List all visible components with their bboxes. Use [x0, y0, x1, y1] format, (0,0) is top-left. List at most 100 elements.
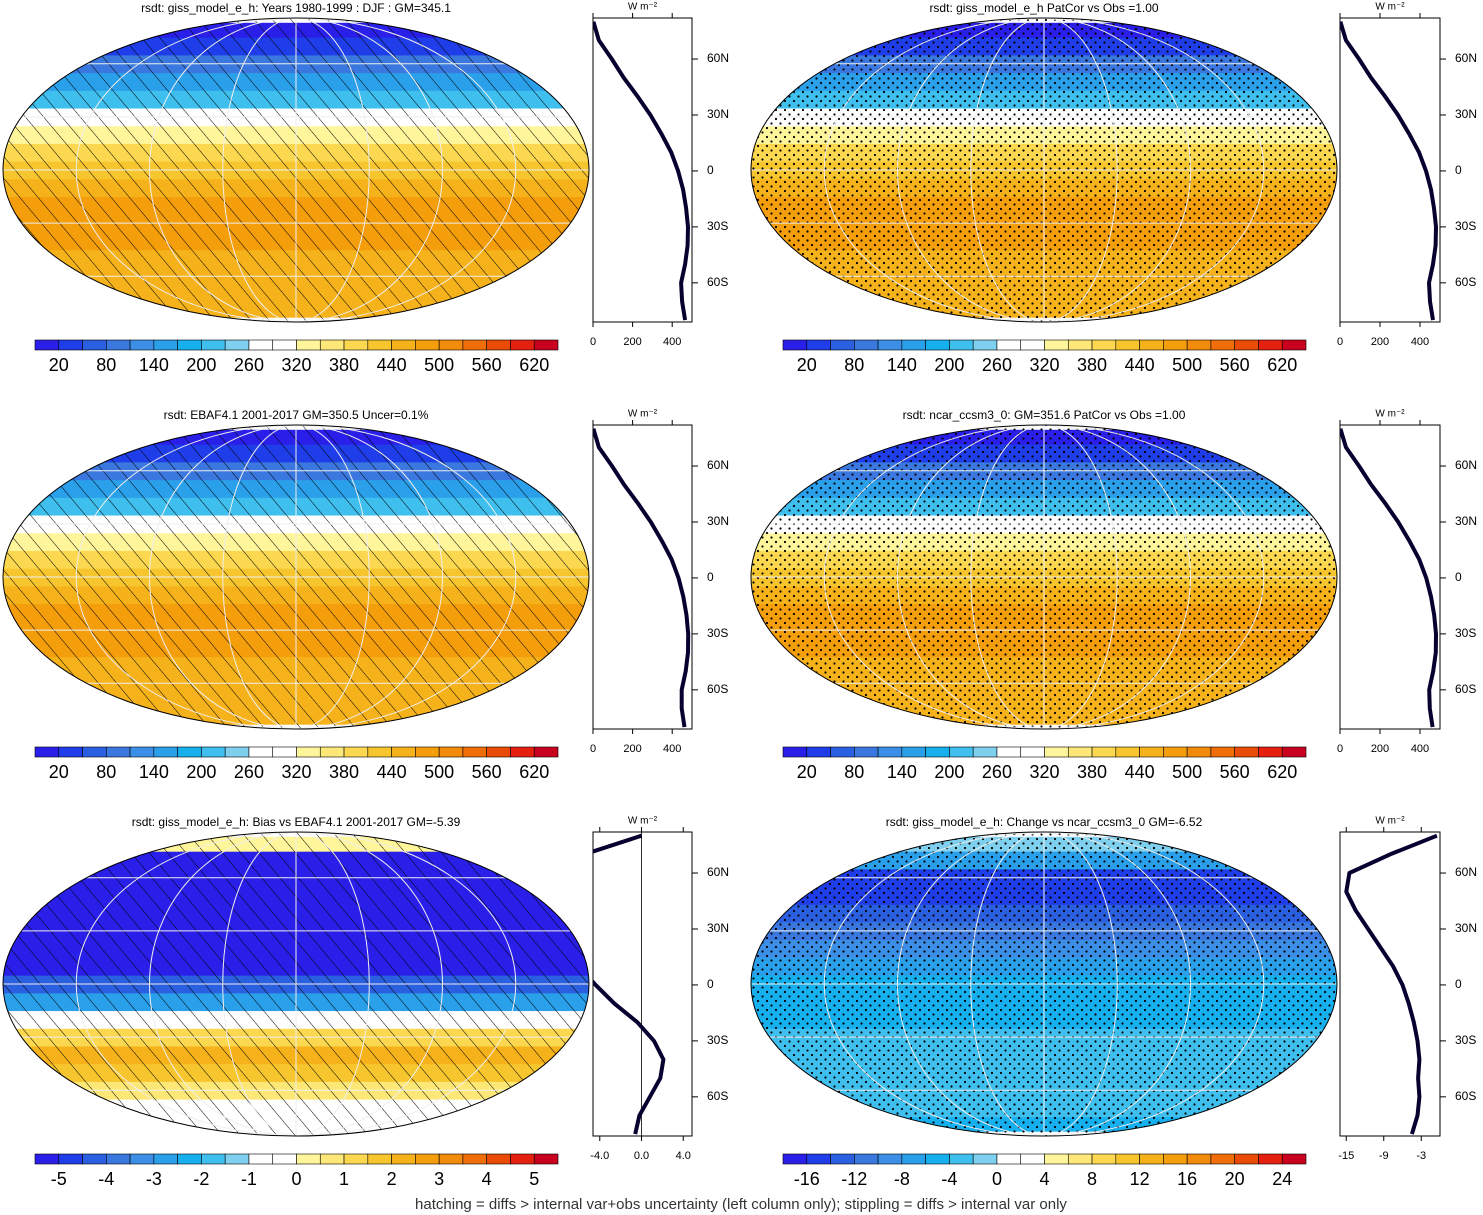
- colorbar-box: [1234, 746, 1259, 758]
- profile-frame: [1339, 424, 1441, 730]
- panel: rsdt: ncar_ccsm3_0: GM=351.6 PatCor vs O…: [750, 408, 1477, 782]
- colorbar-box: [1258, 746, 1283, 758]
- x-tick-label: 200: [623, 743, 641, 755]
- colorbar-box: [106, 339, 131, 351]
- colorbar-box: [1163, 1153, 1188, 1165]
- colorbar-label: 80: [844, 762, 864, 782]
- colorbar-box: [391, 1153, 416, 1165]
- map: [751, 832, 1337, 1136]
- colorbar-box: [1281, 339, 1307, 351]
- colorbar-box: [1258, 1153, 1283, 1165]
- colorbar-box: [806, 339, 831, 351]
- colorbar-label: 200: [186, 762, 216, 782]
- colorbar-box: [1186, 339, 1212, 351]
- colorbar-box: [1067, 1153, 1093, 1165]
- y-tick-label: 0: [707, 163, 714, 177]
- map-border: [750, 831, 1338, 1137]
- unit-label: W m⁻²: [628, 816, 658, 827]
- map: [3, 18, 589, 322]
- x-tick-label: 0: [590, 743, 596, 755]
- map-border: [2, 424, 590, 730]
- colorbar-box: [177, 339, 202, 351]
- colorbar-box: [415, 1153, 440, 1165]
- y-tick-label: 0: [1455, 163, 1462, 177]
- colorbar-label: 620: [519, 762, 549, 782]
- colorbar-box: [58, 746, 83, 758]
- colorbar-box: [972, 339, 998, 351]
- colorbar-box: [854, 339, 879, 351]
- y-tick-label: 60S: [1455, 275, 1476, 289]
- colorbar-box: [58, 1153, 83, 1165]
- colorbar-label: 140: [139, 762, 169, 782]
- caption: hatching = diffs > internal var+obs unce…: [415, 1196, 1067, 1213]
- map-border: [750, 17, 1338, 323]
- x-tick-label: 0: [590, 336, 596, 348]
- meridian: [222, 18, 370, 322]
- colorbar-label: -3: [146, 1169, 162, 1189]
- colorbar-label: 260: [982, 355, 1012, 375]
- x-tick-label: 200: [1371, 336, 1389, 348]
- colorbar-box: [34, 746, 60, 758]
- profile-line: [1340, 428, 1438, 728]
- colorbar-box: [1210, 339, 1235, 351]
- colorbar-box: [224, 339, 250, 351]
- x-tick-label: 0: [1337, 336, 1343, 348]
- colorbar-label: 20: [797, 355, 817, 375]
- profile-line: [1344, 833, 1438, 1135]
- colorbar-label: 380: [329, 355, 359, 375]
- unit-label: W m⁻²: [1375, 409, 1405, 420]
- colorbar-label: 8: [1087, 1169, 1097, 1189]
- colorbar-label: 380: [1077, 355, 1107, 375]
- colorbar-label: 620: [519, 355, 549, 375]
- panel-title: rsdt: giss_model_e_h: Years 1980-1999 : …: [141, 1, 451, 15]
- colorbar-box: [177, 1153, 202, 1165]
- colorbar-label: 140: [887, 355, 917, 375]
- colorbar-label: -4: [941, 1169, 957, 1189]
- y-tick-label: 30S: [707, 219, 728, 233]
- colorbar-box: [806, 746, 831, 758]
- colorbar-box: [153, 339, 178, 351]
- y-tick-label: 30N: [707, 514, 729, 528]
- colorbar-box: [106, 746, 131, 758]
- colorbar-label: 0: [291, 1169, 301, 1189]
- colorbar-label: -12: [841, 1169, 867, 1189]
- x-tick-label: 200: [623, 336, 641, 348]
- colorbar-label: 560: [1220, 355, 1250, 375]
- meridian: [897, 18, 1191, 322]
- colorbar-box: [1091, 339, 1117, 351]
- colorbar-box: [1186, 746, 1212, 758]
- unit-label: W m⁻²: [628, 2, 658, 13]
- colorbar-box: [201, 1153, 226, 1165]
- colorbar-label: 200: [934, 762, 964, 782]
- colorbar-box: [1139, 1153, 1164, 1165]
- colorbar-box: [153, 746, 178, 758]
- meridian: [222, 425, 370, 729]
- colorbar-box: [1139, 339, 1164, 351]
- colorbar-box: [806, 1153, 831, 1165]
- panel: rsdt: giss_model_e_h: Years 1980-1999 : …: [2, 1, 729, 375]
- meridian: [823, 425, 1265, 729]
- colorbar-box: [996, 1153, 1022, 1165]
- meridian: [970, 425, 1118, 729]
- colorbar-box: [1020, 746, 1045, 758]
- y-tick-label: 30S: [1455, 219, 1476, 233]
- colorbar-box: [296, 339, 321, 351]
- colorbar-box: [782, 746, 808, 758]
- colorbar-box: [367, 339, 392, 351]
- colorbar-box: [1044, 746, 1069, 758]
- colorbar-box: [949, 1153, 974, 1165]
- colorbar-box: [949, 746, 974, 758]
- colorbar-label: 380: [1077, 762, 1107, 782]
- colorbar-label: 500: [1172, 355, 1202, 375]
- colorbar-box: [782, 339, 808, 351]
- colorbar-label: 620: [1267, 762, 1297, 782]
- colorbar-box: [1281, 1153, 1307, 1165]
- colorbar-box: [343, 339, 369, 351]
- x-tick-label: -15: [1338, 1150, 1354, 1162]
- x-tick-label: 400: [1411, 336, 1429, 348]
- colorbar-box: [272, 1153, 297, 1165]
- colorbar-label: 320: [1029, 762, 1059, 782]
- panel: rsdt: giss_model_e_h: Bias vs EBAF4.1 20…: [2, 815, 729, 1189]
- y-tick-label: 60S: [1455, 682, 1476, 696]
